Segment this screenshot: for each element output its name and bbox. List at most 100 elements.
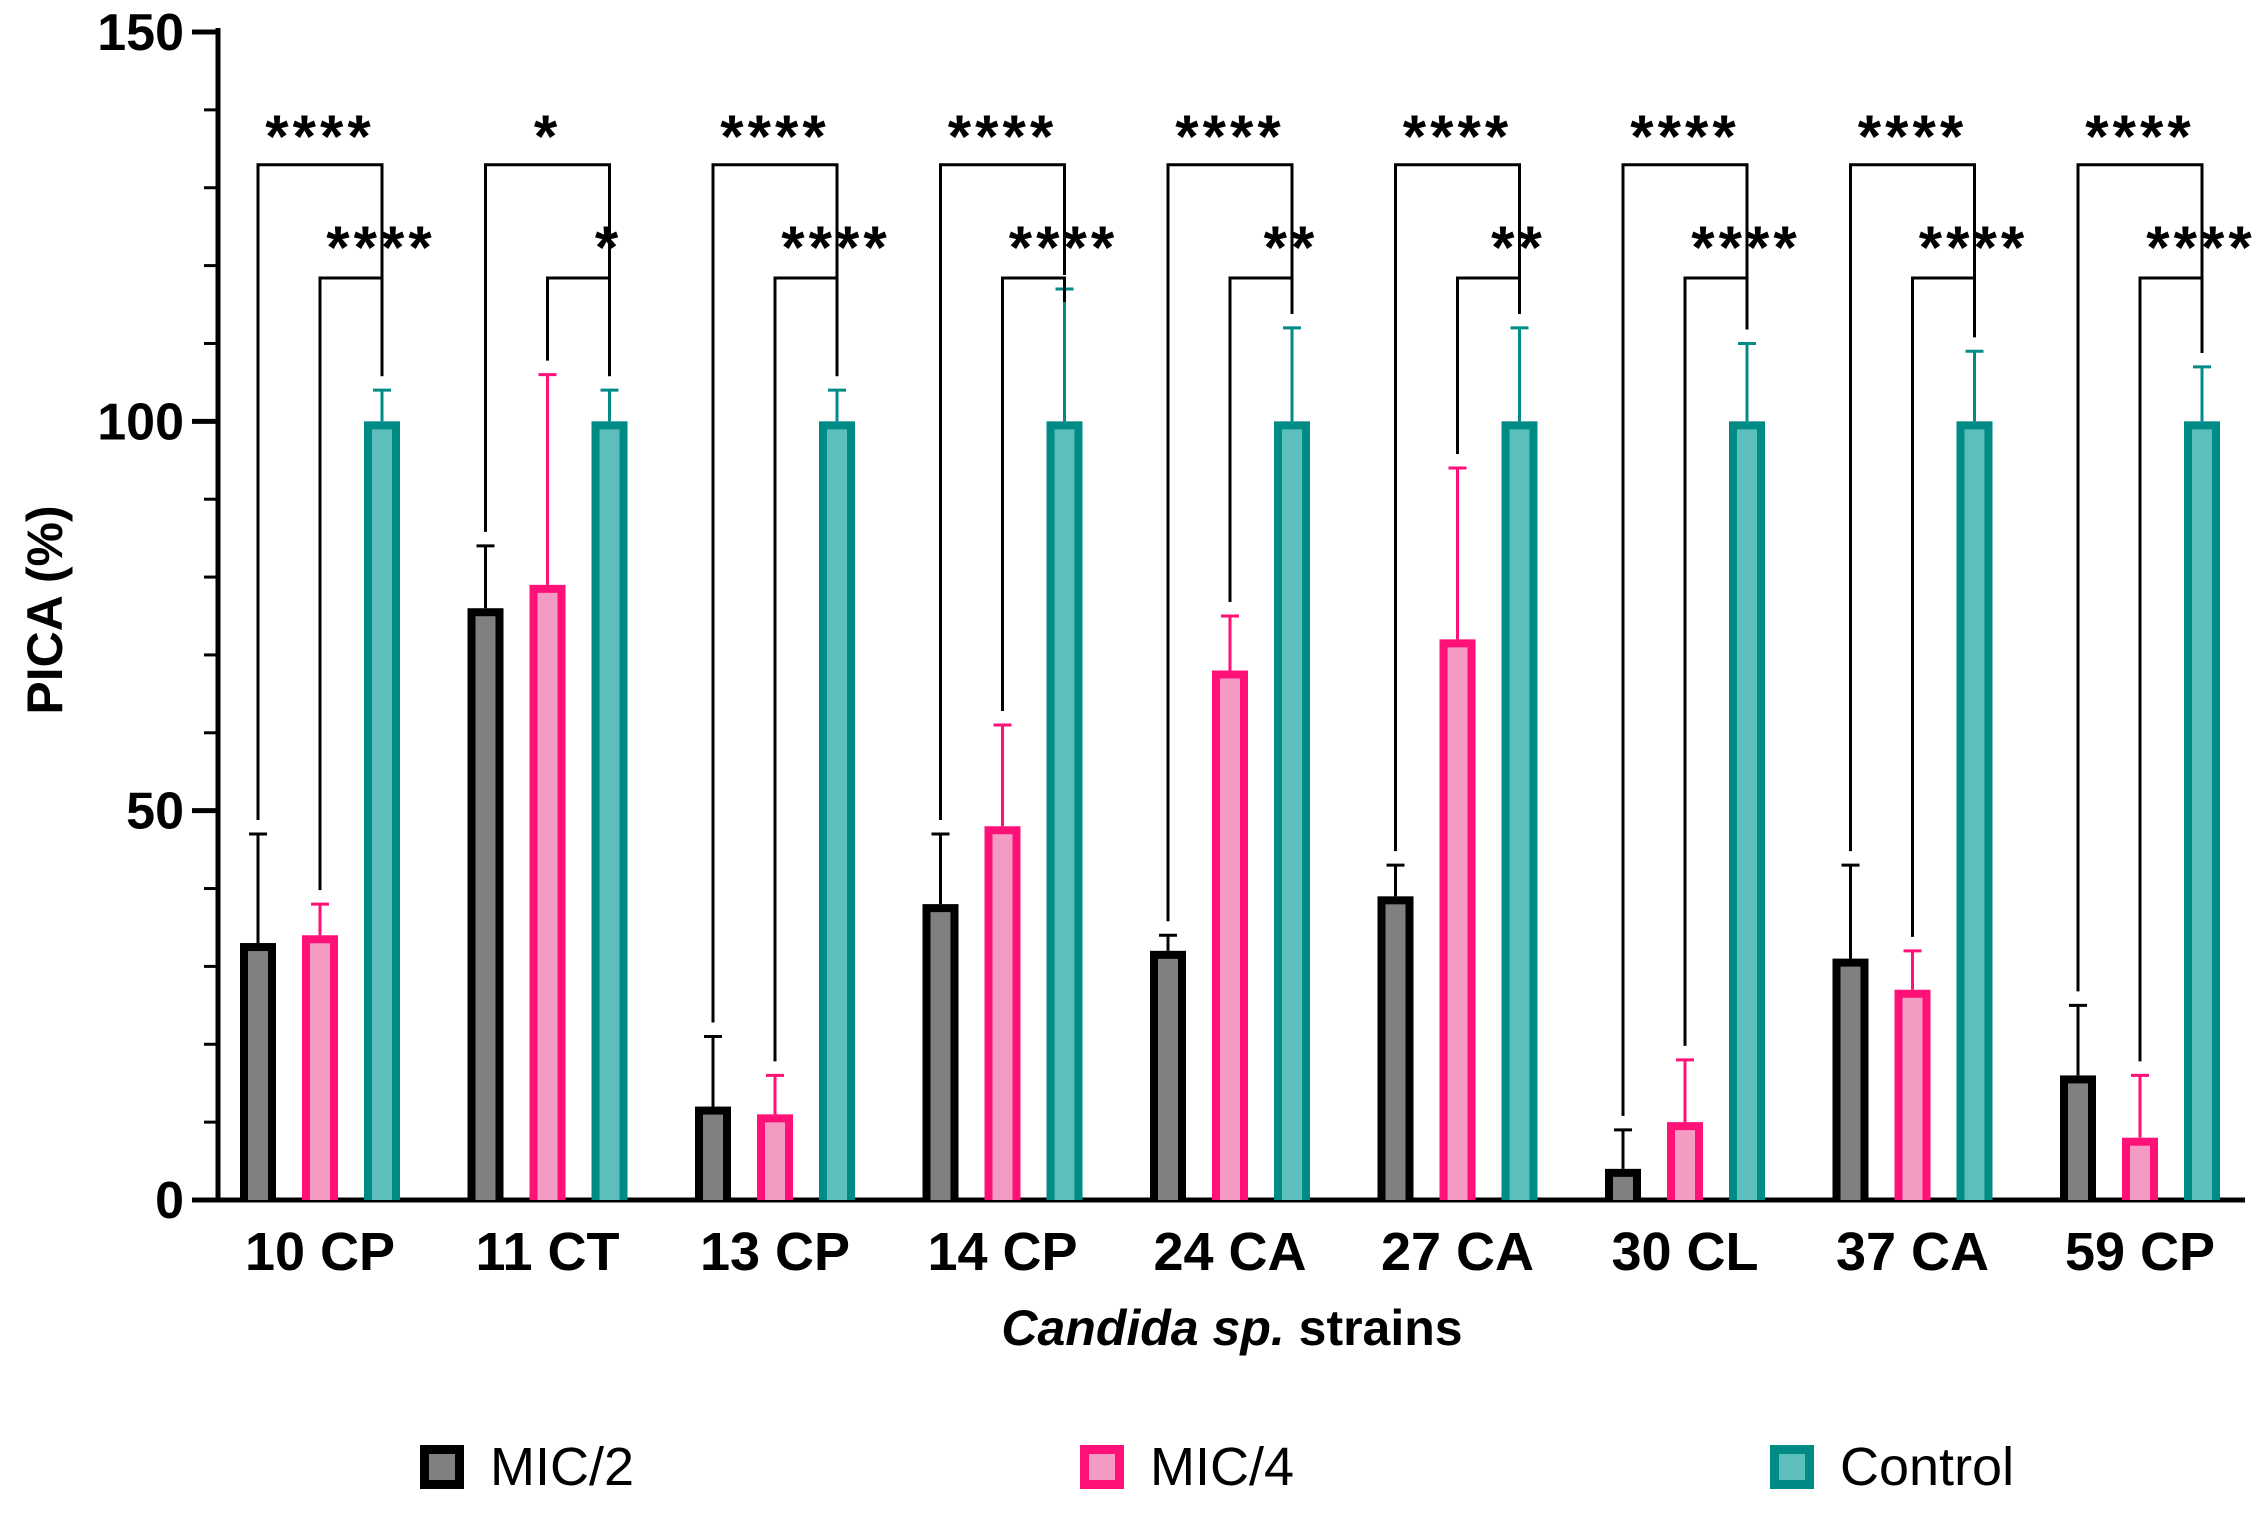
bar-fill <box>2068 1083 2088 1200</box>
bar-fill <box>2130 1145 2150 1200</box>
bar-group-11-ct <box>467 373 628 1200</box>
outer-bracket <box>1166 163 1294 922</box>
bar-fill <box>475 616 496 1200</box>
inner-significance-label: **** <box>2146 214 2255 281</box>
significance-37-ca: **** **** <box>1849 103 2028 937</box>
x-tick-label: 24 CA <box>1153 1222 1306 1282</box>
legend-swatch-fill <box>1089 1454 1115 1480</box>
bar-fill <box>1675 1130 1695 1200</box>
x-tick-label: 37 CA <box>1836 1222 1989 1282</box>
bar-fill <box>930 912 951 1200</box>
inner-significance-label: * <box>595 214 622 281</box>
legend-label: Control <box>1840 1437 2014 1497</box>
bar-fill <box>1737 429 1757 1200</box>
outer-significance-label: * <box>534 103 561 170</box>
bar-group-13-cp <box>695 388 855 1200</box>
bar-fill <box>599 429 620 1200</box>
outer-significance-label: **** <box>1858 103 1967 170</box>
outer-bracket <box>711 163 839 1023</box>
bar-fill <box>703 1114 723 1200</box>
inner-bracket <box>1911 276 1976 937</box>
inner-significance-label: **** <box>1919 214 2028 281</box>
bar-fill <box>992 834 1013 1200</box>
x-axis-title: Candida sp. strains <box>1001 1300 1462 1356</box>
inner-significance-label: ** <box>1491 214 1546 281</box>
outer-significance-label: **** <box>265 103 374 170</box>
x-axis-title-italic: Candida sp. <box>1001 1300 1284 1356</box>
bar-fill <box>1447 647 1468 1200</box>
bar-fill <box>537 592 558 1200</box>
bar-fill <box>2192 429 2212 1200</box>
inner-significance-label: **** <box>781 214 890 281</box>
outer-significance-label: **** <box>948 103 1057 170</box>
significance-11-ct: ** <box>484 103 622 532</box>
legend-item-mic-4: MIC/4 <box>1080 1437 1294 1497</box>
bar-group-37-ca <box>1832 349 1993 1200</box>
x-tick-label: 13 CP <box>700 1222 850 1282</box>
x-tick-label: 30 CL <box>1611 1222 1758 1282</box>
x-tick-label: 11 CT <box>475 1222 619 1282</box>
significance-24-ca: ****** <box>1166 103 1319 922</box>
outer-significance-label: **** <box>2085 103 2194 170</box>
inner-bracket <box>773 276 839 1062</box>
bar-fill <box>1158 958 1178 1200</box>
bar-fill <box>1220 678 1240 1200</box>
outer-bracket <box>1849 163 1976 852</box>
bar-fill <box>1902 997 1923 1200</box>
outer-significance-label: **** <box>1175 103 1284 170</box>
x-tick-label: 27 CA <box>1381 1222 1534 1282</box>
bar-fill <box>1385 904 1406 1200</box>
bar-fill <box>1840 966 1861 1200</box>
inner-significance-label: **** <box>1009 214 1118 281</box>
bar-fill <box>248 951 268 1200</box>
x-tick-label: 10 CP <box>245 1222 395 1282</box>
inner-bracket <box>1456 276 1521 455</box>
x-tick-label: 59 CP <box>2065 1222 2215 1282</box>
outer-bracket <box>484 163 611 532</box>
significance-27-ca: ****** <box>1394 103 1546 852</box>
y-tick-label: 100 <box>97 393 184 451</box>
outer-significance-label: **** <box>1403 103 1512 170</box>
significance-14-cp: **** **** <box>939 103 1118 821</box>
significance-13-cp: **** **** <box>711 103 890 1062</box>
significance-30-cl: **** **** <box>1621 103 1797 1116</box>
inner-bracket <box>2138 276 2204 1062</box>
legend-item-control: Control <box>1770 1437 2014 1497</box>
inner-bracket <box>1683 276 1749 1046</box>
inner-significance-label: ** <box>1264 214 1319 281</box>
y-axis-title: PICA (%) <box>17 505 73 714</box>
x-tick-label: 14 CP <box>927 1222 1077 1282</box>
bar-fill <box>827 429 847 1200</box>
bar-group-30-cl <box>1605 341 1765 1200</box>
inner-bracket <box>546 276 611 377</box>
bar-group-10-cp <box>240 388 400 1200</box>
bar-fill <box>372 429 392 1200</box>
bar-group-27-ca <box>1377 326 1538 1200</box>
legend-label: MIC/2 <box>490 1437 634 1497</box>
bar-fill <box>765 1122 785 1200</box>
bar-group-59-cp <box>2060 365 2220 1200</box>
legend-item-mic-2: MIC/2 <box>420 1437 634 1497</box>
legend-label: MIC/4 <box>1150 1437 1294 1497</box>
bar-group-24-ca <box>1150 326 1310 1200</box>
bar-group-14-cp <box>922 287 1083 1200</box>
x-axis-title-rest: strains <box>1285 1300 1463 1356</box>
inner-significance-label: **** <box>326 214 435 281</box>
bar-fill <box>1054 429 1075 1200</box>
outer-significance-label: **** <box>720 103 829 170</box>
significance-10-cp: **** **** <box>256 103 435 891</box>
outer-bracket <box>1621 163 1749 1116</box>
inner-bracket <box>318 276 384 891</box>
bar-fill <box>1509 429 1530 1200</box>
y-tick-label: 150 <box>97 4 184 62</box>
significance-59-cp: **** **** <box>2076 103 2255 1062</box>
bar-fill <box>1964 429 1985 1200</box>
legend-swatch-fill <box>1779 1454 1805 1480</box>
bar-fill <box>1613 1176 1633 1200</box>
legend-swatch-fill <box>429 1454 455 1480</box>
y-tick-label: 0 <box>155 1172 184 1230</box>
inner-bracket <box>1001 276 1066 712</box>
outer-significance-label: **** <box>1630 103 1739 170</box>
